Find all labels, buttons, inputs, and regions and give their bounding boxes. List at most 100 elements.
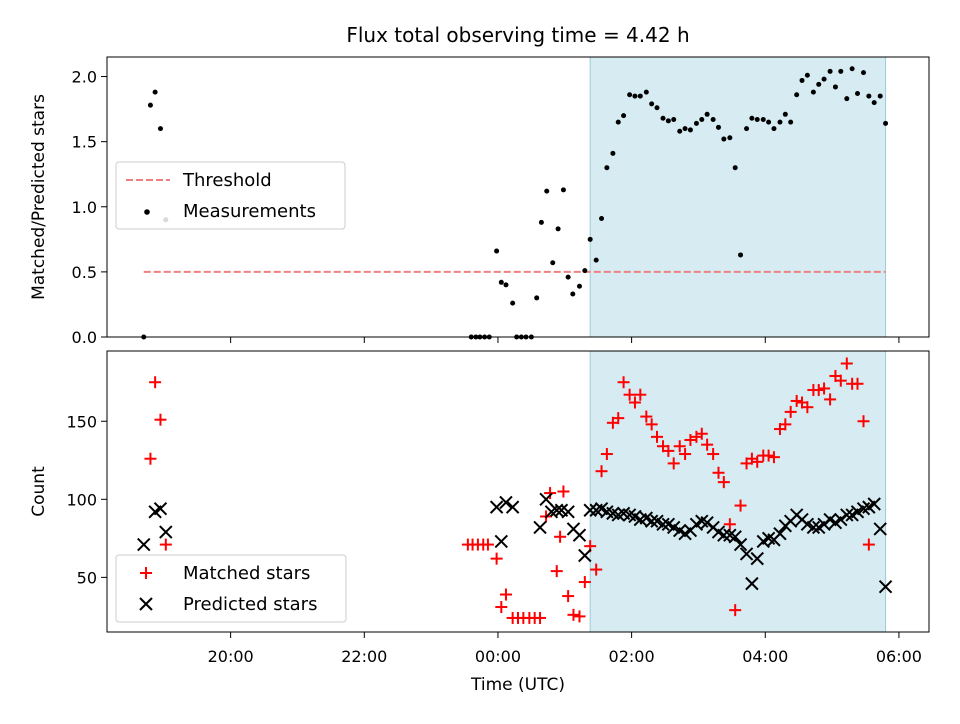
matched-point [762, 449, 775, 462]
matched-point [550, 565, 563, 578]
matched-point [544, 487, 557, 500]
measurement-point [861, 70, 867, 76]
matched-stars-series [144, 357, 875, 624]
predicted-point [572, 528, 587, 542]
measurement-point [560, 187, 566, 193]
predicted-point [494, 534, 508, 549]
measurement-point [604, 165, 610, 171]
measurement-point [810, 89, 816, 95]
matched-point [144, 452, 157, 465]
y-tick-label: 50 [77, 568, 97, 587]
matched-point [790, 394, 803, 407]
measurement-point [883, 120, 889, 126]
measurement-point [632, 93, 638, 99]
measurement-point [816, 81, 822, 87]
predicted-point [750, 551, 764, 566]
predicted-point [137, 537, 151, 552]
matched-point [862, 538, 875, 551]
measurement-point [593, 257, 599, 263]
predicted-stars-series [137, 492, 893, 594]
x-tick-label: 00:00 [475, 647, 521, 666]
measurement-point [732, 165, 738, 171]
matched-point [818, 382, 831, 395]
measurement-point [782, 111, 788, 117]
measurement-point [699, 117, 705, 123]
matched-point [578, 576, 591, 589]
measurement-point [555, 226, 561, 232]
legend-predicted-label: Predicted stars [183, 594, 317, 615]
count-series [137, 357, 893, 624]
matched-point [751, 455, 764, 468]
matched-point [600, 448, 613, 461]
measurement-point [844, 96, 850, 102]
matched-point [562, 590, 575, 603]
measurement-point [627, 92, 633, 98]
measurement-point [766, 119, 772, 125]
measurement-point [788, 119, 794, 125]
measurement-point [610, 150, 616, 156]
predicted-point [656, 517, 670, 531]
measurement-point [744, 126, 750, 132]
measurement-point [510, 300, 516, 306]
matched-point [595, 465, 608, 478]
predicted-point [806, 520, 821, 535]
matched-point [734, 499, 747, 512]
measurement-point [821, 76, 827, 82]
measurement-point [749, 115, 755, 121]
matched-point [712, 466, 725, 479]
measurement-point [877, 93, 883, 99]
x-tick-label: 22:00 [341, 647, 387, 666]
predicted-point [550, 503, 564, 517]
y-tick-label: 100 [66, 490, 97, 509]
measurement-point [649, 101, 655, 107]
matched-point [673, 440, 686, 453]
matched-point [640, 410, 653, 423]
measurement-point [687, 127, 693, 133]
measurement-point [704, 111, 710, 117]
measurement-point [152, 89, 158, 95]
matched-point [617, 376, 630, 389]
y-tick-label: 1.0 [72, 198, 97, 217]
ratio-x-ticks [230, 337, 900, 343]
legend-threshold-label: Threshold [182, 170, 272, 191]
legend-predicted-swatch [139, 597, 153, 611]
matched-point [701, 438, 714, 451]
matched-point [499, 588, 512, 601]
predicted-point [644, 514, 659, 528]
ratio-y-axis-label: Matched/Predicted stars [29, 94, 49, 300]
matched-point [767, 451, 780, 464]
matched-point [481, 538, 494, 551]
measurement-point [727, 135, 733, 141]
measurement-point [534, 295, 540, 301]
matched-point [534, 611, 547, 624]
y-tick-label: 0.0 [72, 328, 97, 347]
measurement-point [804, 72, 810, 78]
measurement-point [682, 126, 688, 132]
measurement-point [710, 117, 716, 123]
legend-box [115, 554, 347, 623]
y-tick-label: 2.0 [72, 68, 97, 87]
matched-point [840, 357, 853, 370]
matched-point [707, 448, 720, 461]
count-x-ticks: 20:00 22:00 00:00 02:00 04:00 06:00 [208, 632, 922, 666]
measurement-point [538, 219, 544, 225]
measurement-point [777, 119, 783, 125]
matched-point [857, 415, 870, 428]
ratio-panel-frame [106, 56, 930, 338]
matched-point [695, 427, 708, 440]
predicted-point [159, 525, 173, 539]
measurement-point [677, 128, 683, 134]
matched-point [490, 552, 503, 565]
count-legend: Matched stars Predicted stars [115, 554, 347, 623]
legend-matched-label: Matched stars [183, 563, 310, 584]
predicted-point [561, 505, 575, 519]
ratio-panel: 0.00.51.01.52.0 Matched/Predicted stars … [29, 56, 930, 347]
matched-point [851, 377, 864, 390]
measurement-point [832, 84, 838, 90]
measurement-point [799, 77, 805, 83]
matched-point [824, 393, 837, 406]
measurement-point [854, 90, 860, 96]
measurement-point [660, 115, 666, 121]
predicted-point [745, 576, 759, 591]
legend-box [115, 161, 346, 230]
